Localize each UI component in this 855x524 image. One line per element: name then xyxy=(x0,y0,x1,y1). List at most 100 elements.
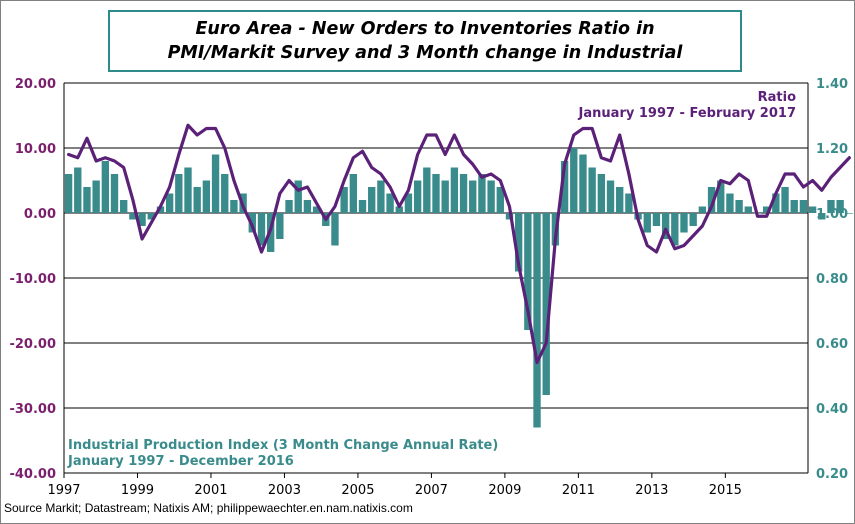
left-tick-label: -30.00 xyxy=(9,402,56,417)
production-bar xyxy=(193,187,201,213)
production-bar xyxy=(606,180,615,213)
ratio-line-group xyxy=(66,123,851,365)
production-bar xyxy=(432,174,440,213)
production-bar xyxy=(441,180,449,213)
left-tick-label: -40.00 xyxy=(9,467,56,482)
production-bar xyxy=(524,213,532,330)
production-bar xyxy=(64,174,73,213)
production-bar xyxy=(101,161,110,213)
bars-legend-name: Industrial Production Index (3 Month Cha… xyxy=(68,438,498,453)
x-tick-label: 2015 xyxy=(709,483,742,498)
ratio-legend-name: Ratio xyxy=(758,90,796,105)
production-bar xyxy=(597,174,606,213)
production-bar xyxy=(450,167,459,213)
production-bar xyxy=(845,213,854,214)
production-bars xyxy=(64,148,854,428)
production-bar xyxy=(74,167,82,213)
production-bar xyxy=(340,187,348,213)
production-bar xyxy=(579,154,587,213)
production-bar xyxy=(469,180,477,213)
production-bar xyxy=(542,213,550,395)
production-bar xyxy=(303,200,312,213)
production-bar xyxy=(661,213,670,239)
production-bar xyxy=(533,213,541,428)
production-bar xyxy=(276,213,284,239)
production-bar xyxy=(230,200,238,213)
x-tick-label: 2007 xyxy=(415,483,448,498)
production-bar xyxy=(92,180,100,213)
left-tick-label: 20.00 xyxy=(15,77,56,92)
production-bar xyxy=(827,200,835,213)
production-bar xyxy=(698,206,707,213)
chart-title-line-2: PMI/Markit Survey and 3 Month change in … xyxy=(167,43,683,63)
production-bar xyxy=(781,187,789,213)
source-note: Source Markit; Datastream; Natixis AM; p… xyxy=(4,501,413,515)
production-bar xyxy=(496,187,504,213)
left-tick-label: 10.00 xyxy=(15,142,56,157)
production-bar xyxy=(680,213,688,233)
left-tick-label: -20.00 xyxy=(9,337,56,352)
left-tick-label: 0.00 xyxy=(24,207,56,222)
gridlines xyxy=(64,82,808,474)
axes xyxy=(63,83,809,478)
production-bar xyxy=(156,206,165,213)
production-bar xyxy=(386,193,394,213)
production-bar xyxy=(110,174,119,213)
right-tick-label: 0.40 xyxy=(816,402,848,417)
production-bar xyxy=(257,213,266,246)
x-tick-label: 2009 xyxy=(488,483,521,498)
right-tick-label: 1.00 xyxy=(816,207,848,222)
x-tick-label: 2001 xyxy=(194,483,227,498)
x-tick-label: 1997 xyxy=(47,483,80,498)
production-bar xyxy=(625,193,633,213)
production-bar xyxy=(570,148,578,213)
production-bar xyxy=(147,213,155,220)
production-bar xyxy=(184,167,192,213)
production-bar xyxy=(514,213,523,272)
production-bar xyxy=(652,213,661,226)
production-bar xyxy=(423,167,431,213)
production-bar xyxy=(175,174,183,213)
production-bar xyxy=(285,200,293,213)
right-tick-label: 0.20 xyxy=(816,467,848,482)
production-bar xyxy=(671,213,679,246)
production-bar xyxy=(560,161,569,213)
ratio-legend-period: January 1997 - February 2017 xyxy=(578,106,796,121)
production-bar xyxy=(772,193,780,213)
production-bar xyxy=(404,193,413,213)
production-bar xyxy=(689,213,697,226)
production-bar xyxy=(762,206,771,213)
production-bar xyxy=(717,180,725,213)
production-bar xyxy=(799,200,808,213)
ratio-line xyxy=(66,123,851,365)
production-bar xyxy=(818,213,826,220)
production-bar xyxy=(368,187,376,213)
x-tick-label: 2003 xyxy=(268,483,301,498)
chart-title-box: Euro Area - New Orders to Inventories Ra… xyxy=(108,10,742,72)
left-tick-label: -10.00 xyxy=(9,272,56,287)
production-bar xyxy=(138,213,146,226)
production-bar xyxy=(588,167,596,213)
production-bar xyxy=(643,213,651,233)
production-bar xyxy=(808,206,817,213)
tick-labels: 20.00 10.00 0.00 -10.00 -20.00 -30.00 -40.00 1.… xyxy=(9,77,848,498)
production-bar xyxy=(726,193,734,213)
production-bar xyxy=(744,206,752,213)
bars-legend-period: January 1997 - December 2016 xyxy=(67,454,294,469)
production-bar xyxy=(735,200,743,213)
production-bar xyxy=(349,174,358,213)
production-bar xyxy=(83,187,91,213)
production-bar xyxy=(165,193,174,213)
production-bar xyxy=(377,180,385,213)
production-bar xyxy=(836,200,844,213)
x-tick-label: 1999 xyxy=(121,483,154,498)
production-bar xyxy=(120,200,128,213)
production-bar xyxy=(616,187,624,213)
production-bar xyxy=(294,180,302,213)
production-bar xyxy=(221,174,229,213)
production-bar xyxy=(478,174,486,213)
right-tick-label: 0.80 xyxy=(816,272,848,287)
production-bar xyxy=(211,154,220,213)
production-bar xyxy=(790,200,798,213)
